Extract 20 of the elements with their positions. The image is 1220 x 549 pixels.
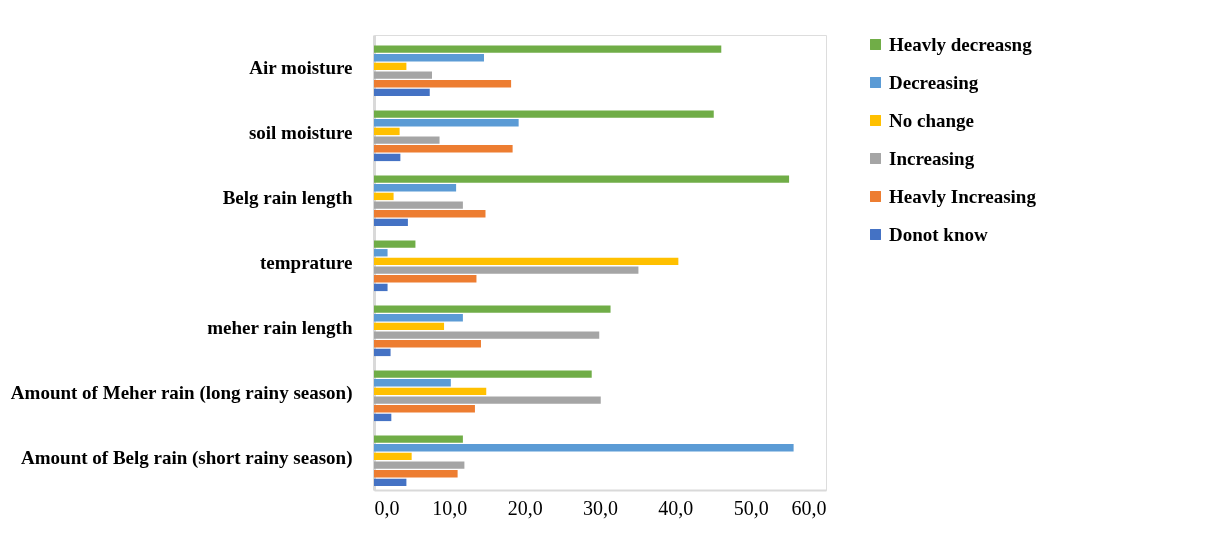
x-tick-label: 30,0	[583, 496, 618, 519]
legend-label: Donot know	[889, 223, 988, 245]
x-tick-label: 20,0	[507, 496, 543, 519]
y-tick-label: Amount of Meher rain (long rainy season)	[10, 381, 353, 404]
legend-label: Heavly decreasng	[889, 33, 1033, 55]
y-tick-label: soil moisture	[248, 121, 353, 143]
legend-label: No change	[889, 109, 974, 131]
legend-label: Decreasing	[889, 71, 979, 93]
x-tick-label: 10,0	[432, 496, 468, 519]
y-tick-label: Amount of Belg rain (short rainy season)	[21, 446, 353, 469]
y-tick-label: meher rain length	[207, 316, 353, 338]
y-tick-label: temprature	[259, 251, 353, 273]
x-tick-label: 0,0	[374, 496, 400, 519]
x-tick-label: 50,0	[733, 496, 769, 519]
y-tick-label: Air moisture	[249, 56, 353, 78]
y-tick-label: Belg rain length	[222, 186, 353, 208]
x-tick-label: 60,0	[791, 496, 827, 519]
legend-label: Increasing	[889, 147, 975, 169]
x-tick-label: 40,0	[658, 496, 694, 519]
legend-label: Heavly Increasing	[889, 185, 1037, 207]
